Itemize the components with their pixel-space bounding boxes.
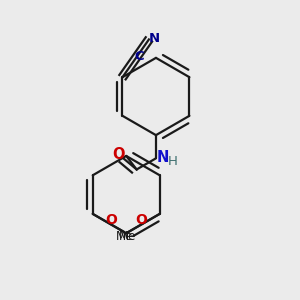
Text: O: O	[112, 147, 124, 162]
Text: H: H	[167, 155, 177, 168]
Text: C: C	[134, 50, 144, 63]
Text: O: O	[136, 213, 148, 227]
Text: N: N	[156, 150, 169, 165]
Text: N: N	[149, 32, 160, 45]
Text: O: O	[105, 213, 117, 227]
Text: Me: Me	[116, 230, 133, 243]
Text: Me: Me	[119, 230, 137, 243]
